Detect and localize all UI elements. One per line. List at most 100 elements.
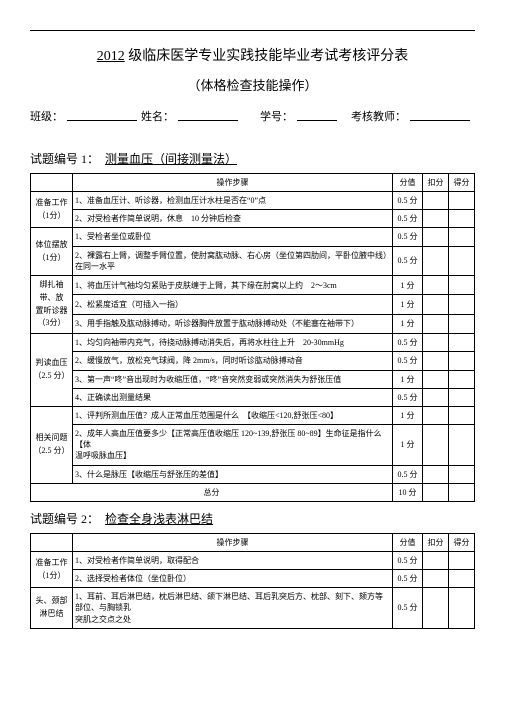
got-cell [449,425,475,466]
table-row: 4、正确读出测量结果0.5 分 [31,388,475,406]
score-cell: 1 分 [393,406,423,424]
q2-title: 检查全身浅表淋巴结 [105,512,213,526]
score-cell: 0.5 分 [393,228,423,246]
q2-prefix: 试题编号 2： [30,512,93,526]
category-cell: 准备工作（1分） [31,192,73,228]
got-cell [449,334,475,352]
table-row: 相关问题（2.5 分）1、评判所测血压值？成人正常血压范围是什么 【收缩压<12… [31,406,475,424]
name-blank [178,108,238,121]
score-cell: 1 分 [393,370,423,388]
deduct-cell [423,388,449,406]
deduct-cell [423,425,449,466]
got-cell [449,570,475,588]
step-desc: 2、对受检者作简单说明，休息 10 分钟后检查 [73,210,393,228]
got-cell [449,295,475,314]
got-cell [449,588,475,629]
col-deduct: 扣分 [423,174,449,192]
category-cell: 准备工作（1分） [31,551,73,587]
table-row: 3、用手指触及肱动脉搏动，听诊器胸件放置于肱动脉搏动处（不能塞在袖带下）1 分 [31,314,475,333]
col-score2: 分值 [393,533,423,551]
class-label: 班级： [30,108,63,124]
category-cell: 相关问题（2.5 分） [31,406,73,483]
step-desc: 1、对受检者作简单说明，取得配合 [73,551,393,569]
step-desc: 1、均匀向袖带内充气，待挠动脉搏动消失后，再将水柱往上升 20-30mmHg [73,334,393,352]
q1-total-ded [423,483,449,501]
deduct-cell [423,295,449,314]
class-blank [67,108,137,121]
deduct-cell [423,334,449,352]
got-cell [449,352,475,370]
col-score: 分值 [393,174,423,192]
col-blank2 [31,533,73,551]
q1-total-row: 总分 10 分 [31,483,475,501]
category-cell: 绑扎袖带、放置听诊器（3分） [31,275,73,333]
q1-prefix: 试题编号 1： [30,152,93,166]
table-row: 2、对受检者作简单说明，休息 10 分钟后检查0.5 分 [31,210,475,228]
deduct-cell [423,588,449,629]
step-desc: 1、受检者坐位或卧位 [73,228,393,246]
col-steps: 操作步骤 [73,174,393,192]
got-cell [449,370,475,388]
col-got2: 得分 [449,533,475,551]
info-row: 班级： 姓名： 学号： 考核教师： [30,108,475,124]
got-cell [449,246,475,275]
step-desc: 3、用手指触及肱动脉搏动，听诊器胸件放置于肱动脉搏动处（不能塞在袖带下） [73,314,393,333]
step-desc: 4、正确读出测量结果 [73,388,393,406]
step-desc: 2、成年人高血压值要多少【正常高压值收缩压 120~139,舒张压 80~89】… [73,425,393,466]
table-row: 体位摆放（1分）1、受检者坐位或卧位0.5 分 [31,228,475,246]
step-desc: 1、评判所测血压值？成人正常血压范围是什么 【收缩压<120,舒张压<80】 [73,406,393,424]
table-row: 头、颈部淋巴结1、耳前、耳后淋巴结，枕后淋巴结、颌下淋巴结、耳后乳突后方、枕部、… [31,588,475,629]
title-rest: 级临床医学专业实践技能毕业考试考核评分表 [125,49,409,64]
category-cell: 判读血压（2.5 分） [31,334,73,407]
q2-header-row: 操作步骤 分值 扣分 得分 [31,533,475,551]
score-cell: 0.5 分 [393,570,423,588]
score-cell: 0.5 分 [393,246,423,275]
deduct-cell [423,370,449,388]
doc-title: 2012 级临床医学专业实践技能毕业考试考核评分表 [30,45,475,65]
step-desc: 2、选择受检者体位（坐位卧位） [73,570,393,588]
q2-heading: 试题编号 2： 检查全身浅表淋巴结 [30,510,475,527]
col-blank [31,174,73,192]
step-desc: 3、第一声“咚”音出现时为收缩压值，“咚”音突然变弱或突然消失为舒张压值 [73,370,393,388]
deduct-cell [423,228,449,246]
step-desc: 1、准备血压计、听诊器，检测血压计水柱是否在“0”点 [73,192,393,210]
q1-heading: 试题编号 1： 测量血压（间接测量法） [30,150,475,167]
table-row: 2、缓慢放气，放松充气球阀，降 2mm/s，同时听诊肱动脉搏动音0.5 分 [31,352,475,370]
table-row: 判读血压（2.5 分）1、均匀向袖带内充气，待挠动脉搏动消失后，再将水柱往上升 … [31,334,475,352]
got-cell [449,551,475,569]
score-cell: 0.5 分 [393,551,423,569]
q2-table: 操作步骤 分值 扣分 得分 准备工作（1分）1、对受检者作简单说明，取得配合0.… [30,533,475,629]
table-row: 准备工作（1分）1、准备血压计、听诊器，检测血压计水柱是否在“0”点0.5 分 [31,192,475,210]
examiner-label: 考核教师： [351,108,406,124]
step-desc: 1、耳前、耳后淋巴结，枕后淋巴结、颌下淋巴结、耳后乳突后方、枕部、刻下、颏方等部… [73,588,393,629]
deduct-cell [423,352,449,370]
table-row: 2、裸露右上臂，调整手臂位置，使肘窝肱动脉、右心房（坐位第四肋间，平卧位腋中线）… [31,246,475,275]
score-cell: 1 分 [393,275,423,294]
got-cell [449,314,475,333]
q1-total-got [449,483,475,501]
got-cell [449,465,475,483]
table-row: 3、什么是脉压【收缩压与舒张压的差值】0.5 分 [31,465,475,483]
got-cell [449,388,475,406]
deduct-cell [423,192,449,210]
deduct-cell [423,275,449,294]
table-row: 准备工作（1分）1、对受检者作简单说明，取得配合0.5 分 [31,551,475,569]
deduct-cell [423,406,449,424]
deduct-cell [423,570,449,588]
deduct-cell [423,246,449,275]
q1-header-row: 操作步骤 分值 扣分 得分 [31,174,475,192]
table-row: 2、成年人高血压值要多少【正常高压值收缩压 120~139,舒张压 80~89】… [31,425,475,466]
doc-subtitle: （体格检查技能操作） [30,75,475,94]
title-year: 2012 [97,49,125,64]
table-row: 3、第一声“咚”音出现时为收缩压值，“咚”音突然变弱或突然消失为舒张压值1 分 [31,370,475,388]
table-row: 2、选择受检者体位（坐位卧位）0.5 分 [31,570,475,588]
q1-table: 操作步骤 分值 扣分 得分 准备工作（1分）1、准备血压计、听诊器，检测血压计水… [30,173,475,502]
table-row: 2、松紧度适宜（可插入一指）1 分 [31,295,475,314]
deduct-cell [423,210,449,228]
deduct-cell [423,314,449,333]
score-cell: 1 分 [393,295,423,314]
step-desc: 3、什么是脉压【收缩压与舒张压的差值】 [73,465,393,483]
score-cell: 1 分 [393,314,423,333]
got-cell [449,406,475,424]
got-cell [449,228,475,246]
